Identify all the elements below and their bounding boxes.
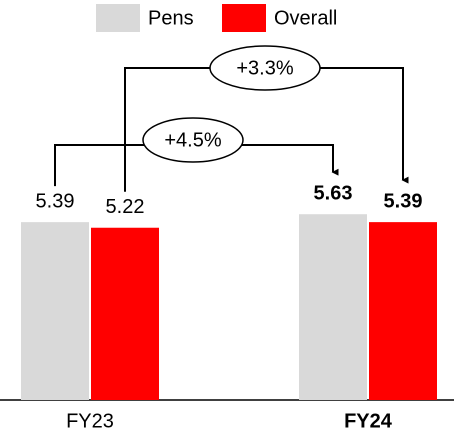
value-label: 5.39	[384, 190, 423, 212]
annotation: +3.3%	[236, 57, 293, 79]
annotation: +4.5%	[164, 129, 221, 151]
legend-label: Overall	[274, 7, 337, 29]
bar	[299, 214, 367, 400]
x-tick-label: FY24	[344, 410, 393, 432]
legend-label: Pens	[148, 7, 194, 29]
legend-swatch	[222, 4, 266, 32]
x-tick-label: FY23	[66, 410, 114, 432]
bar	[369, 222, 437, 400]
value-label: 5.39	[36, 190, 75, 212]
annotation-bubble	[209, 45, 321, 91]
legend-swatch	[96, 4, 140, 32]
bar	[21, 222, 89, 400]
value-label: 5.22	[106, 196, 145, 218]
annotation-bubble	[142, 117, 244, 163]
bar	[91, 227, 159, 400]
value-label: 5.63	[314, 182, 353, 204]
